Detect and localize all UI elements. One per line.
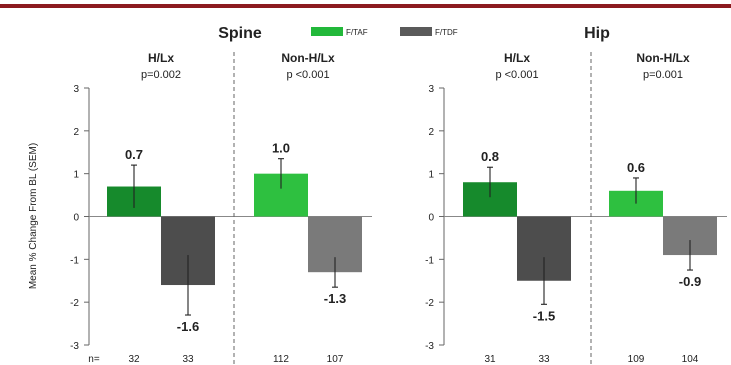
group-title: H/Lx (148, 51, 174, 65)
n-count: 107 (327, 354, 344, 365)
legend-label: F/TAF (346, 28, 368, 37)
bar-value-label: 0.7 (125, 147, 143, 162)
y-tick-label: -1 (70, 255, 79, 266)
bar-value-label: -0.9 (679, 274, 701, 289)
group-pvalue: p=0.001 (643, 69, 683, 81)
group-title: Non-H/Lx (281, 51, 335, 65)
y-tick-label: -2 (70, 298, 79, 309)
y-tick-label: -1 (425, 255, 434, 266)
bar-value-label: 1.0 (272, 141, 290, 156)
legend-label: F/TDF (435, 28, 458, 37)
y-tick-label: 2 (73, 127, 79, 138)
panel-title: Spine (218, 25, 262, 42)
n-count: 31 (484, 354, 496, 365)
y-tick-label: -3 (425, 341, 434, 352)
bar-value-label: -1.5 (533, 308, 555, 323)
y-tick-label: 0 (428, 213, 434, 224)
group-pvalue: p <0.001 (286, 69, 329, 81)
legend-swatch-f-taf (311, 27, 343, 36)
bar-value-label: 0.8 (481, 149, 499, 164)
n-count: 109 (628, 354, 645, 365)
y-tick-label: 1 (428, 170, 434, 181)
n-count: 112 (273, 354, 289, 365)
legend-swatch-f-tdf (400, 27, 432, 36)
n-count: 33 (182, 354, 194, 365)
y-tick-label: 3 (428, 84, 434, 95)
bar-value-label: -1.6 (177, 319, 199, 334)
n-count: 104 (682, 354, 699, 365)
group-title: H/Lx (504, 51, 530, 65)
n-label: n= (88, 354, 100, 365)
bar-value-label: -1.3 (324, 291, 346, 306)
bar-value-label: 0.6 (627, 160, 645, 175)
header-rule (0, 4, 731, 8)
y-tick-label: 3 (73, 84, 79, 95)
y-tick-label: -2 (425, 298, 434, 309)
n-count: 32 (128, 354, 140, 365)
y-tick-label: -3 (70, 341, 79, 352)
n-count: 33 (538, 354, 550, 365)
y-axis-title: Mean % Change From BL (SEM) (28, 143, 39, 289)
panel-title: Hip (584, 25, 610, 42)
y-tick-label: 2 (428, 127, 434, 138)
y-tick-label: 1 (73, 170, 79, 181)
group-pvalue: p=0.002 (141, 69, 181, 81)
y-tick-label: 0 (73, 213, 79, 224)
group-pvalue: p <0.001 (495, 69, 538, 81)
group-title: Non-H/Lx (636, 51, 690, 65)
